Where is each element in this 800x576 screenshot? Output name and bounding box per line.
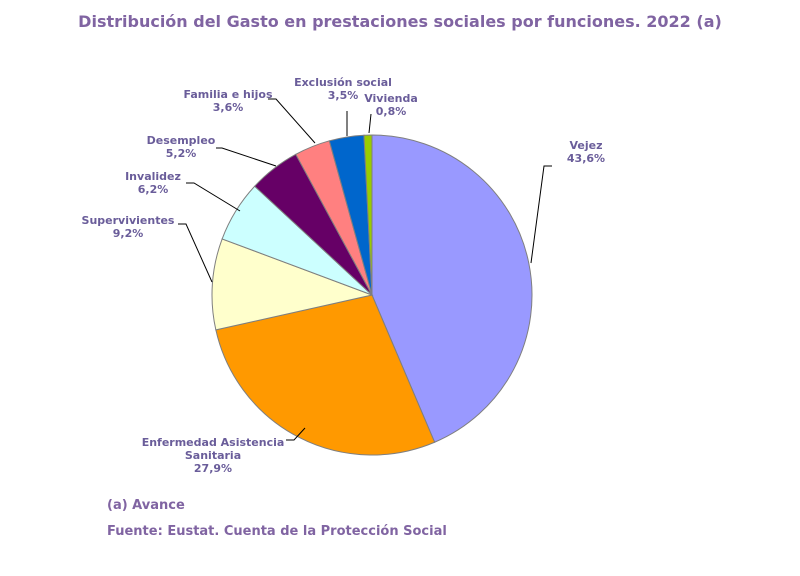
slice-label-supervivientes: Supervivientes 9,2% [82, 214, 175, 240]
slice-label-line: Vivienda [364, 92, 418, 105]
slice-label-exclusi-n-social: Exclusión social 3,5% [294, 76, 392, 102]
slice-label-line: Enfermedad Asistencia [142, 436, 285, 449]
slice-label-line: 5,2% [166, 147, 197, 160]
slice-label-line: Familia e hijos [183, 88, 273, 101]
pie-slice-vejez [371, 134, 533, 443]
pie-slice-vivienda [363, 134, 373, 296]
slice-label-familia-e-hijos: Familia e hijos 3,6% [183, 88, 273, 114]
leader-line-enfermedad-asistencia-sanitaria [286, 427, 306, 441]
leader-line-supervivientes [178, 223, 213, 283]
slice-label-desempleo: Desempleo 5,2% [147, 134, 216, 160]
slice-label-line: Sanitaria [185, 449, 241, 462]
slice-label-enfermedad-asistencia-sanitaria: Enfermedad Asistencia Sanitaria 27,9% [142, 436, 285, 475]
slice-label-line: 43,6% [567, 152, 605, 165]
slice-label-line: 0,8% [376, 105, 407, 118]
slice-label-line: 27,9% [194, 462, 232, 475]
slice-label-line: Desempleo [147, 134, 216, 147]
slice-label-line: Invalidez [125, 170, 181, 183]
leader-line-vejez [530, 165, 552, 264]
slice-label-line: Exclusión social [294, 76, 392, 89]
slice-label-line: 3,6% [213, 101, 244, 114]
pie-slice-supervivientes [211, 238, 374, 331]
leader-line-desempleo [216, 147, 277, 167]
slice-label-line: 3,5% [328, 89, 359, 102]
chart-title: Distribución del Gasto en prestaciones s… [78, 12, 722, 31]
leader-line-familia-e-hijos [268, 98, 316, 144]
pie-slice-enfermedad-asistencia-sanitaria [215, 294, 436, 456]
slice-label-line: 9,2% [113, 227, 144, 240]
footnote-source: Fuente: Eustat. Cuenta de la Protección … [107, 524, 447, 539]
footnote-avance: (a) Avance [107, 498, 185, 513]
slice-label-vivienda: Vivienda 0,8% [364, 92, 418, 118]
slice-label-line: Supervivientes [82, 214, 175, 227]
slice-label-line: Vejez [569, 139, 602, 152]
slice-label-line: 6,2% [138, 183, 169, 196]
leader-line-vivienda [368, 113, 372, 134]
leader-line-invalidez [186, 182, 241, 212]
slice-label-vejez: Vejez 43,6% [567, 139, 605, 165]
slice-label-invalidez: Invalidez 6,2% [125, 170, 181, 196]
